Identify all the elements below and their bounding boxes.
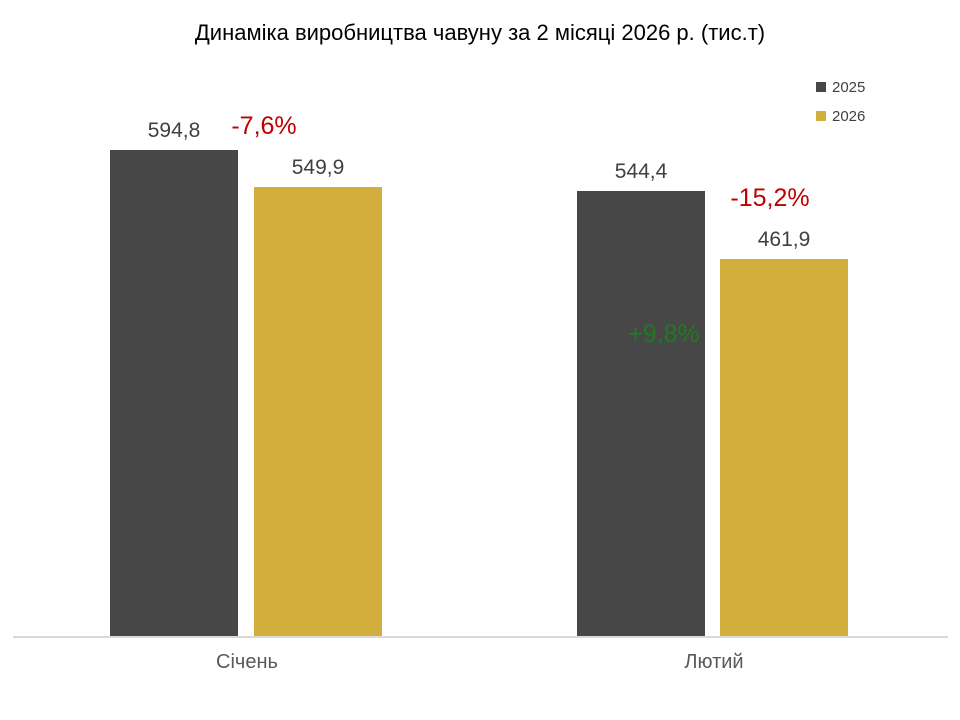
change-label-january: -7,6% xyxy=(231,112,297,140)
x-axis-line xyxy=(13,636,948,638)
value-label-2025-february: 544,4 xyxy=(614,160,668,183)
legend-swatch-2025 xyxy=(816,82,826,92)
bar-2026-january xyxy=(254,187,382,637)
category-label-february: Лютий xyxy=(684,651,744,673)
legend-label-2026: 2026 xyxy=(832,107,866,125)
value-label-2025-january: 594,8 xyxy=(147,119,201,142)
legend-swatch-2026 xyxy=(816,111,826,121)
chart-title: Динаміка виробництва чавуну за 2 місяці … xyxy=(194,20,766,45)
change-label-february: -15,2% xyxy=(730,184,810,212)
legend: 2025 2026 xyxy=(816,76,865,134)
legend-item-2026: 2026 xyxy=(816,105,865,127)
bar-2025-january xyxy=(110,150,238,637)
bar-2025-february xyxy=(577,191,705,637)
value-label-2026-january: 549,9 xyxy=(291,156,345,179)
value-label-2026-february: 461,9 xyxy=(757,228,811,251)
legend-item-2025: 2025 xyxy=(816,76,865,98)
category-label-january: Січень xyxy=(216,651,278,673)
bar-2026-february xyxy=(720,259,848,637)
change-label-feb-vs-jan: +9,8% xyxy=(628,320,700,348)
legend-label-2025: 2025 xyxy=(832,78,866,96)
